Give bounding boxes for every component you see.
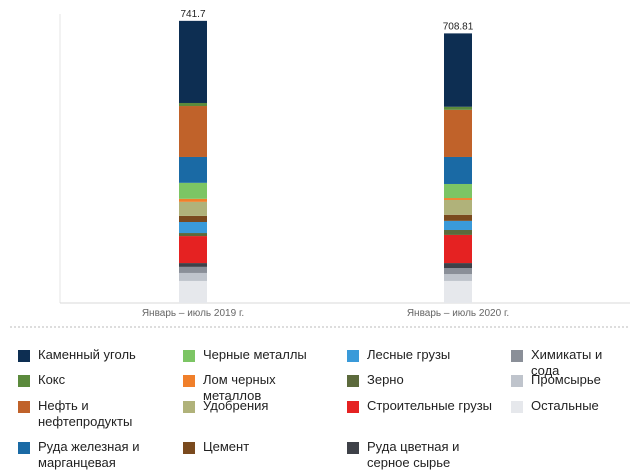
legend-item: Строительные грузы <box>329 396 493 437</box>
bar-segment <box>444 214 472 221</box>
legend-swatch <box>511 350 523 362</box>
legend-swatch <box>183 375 195 387</box>
legend-item: Руда цветная и серное сырье <box>329 437 493 470</box>
legend-label: Руда железная и марганцевая <box>38 439 140 470</box>
bar-segment <box>444 199 472 215</box>
bar-segment <box>444 268 472 275</box>
bar-segment <box>179 272 207 281</box>
legend-label: Нефть и нефтепродукты <box>38 398 133 429</box>
bar-segment <box>179 182 207 199</box>
legend-swatch <box>183 401 195 413</box>
legend-label: Каменный уголь <box>38 347 136 362</box>
bar-segment <box>444 229 472 235</box>
legend-item: Нефть и нефтепродукты <box>0 396 165 437</box>
chart: 741.7 Январь – июль 2019 г. 708.81 Январь –… <box>10 9 630 328</box>
legend-label: Цемент <box>203 439 250 454</box>
bar-segment <box>179 201 207 216</box>
legend-swatch <box>183 350 195 362</box>
bar-segment <box>444 280 472 303</box>
legend-label: Остальные <box>531 398 599 413</box>
legend-swatch <box>511 401 523 413</box>
legend-swatch <box>183 442 195 454</box>
legend-swatch <box>18 350 30 362</box>
legend-item: Каменный уголь <box>0 345 165 370</box>
legend-item: Руда железная и марганцевая <box>0 437 165 470</box>
bar-segment <box>179 156 207 183</box>
legend-swatch <box>347 401 359 413</box>
bar-segment <box>179 215 207 223</box>
bar-segment <box>179 20 207 103</box>
legend-item: Химикаты и сода <box>493 345 630 378</box>
bar-segment <box>444 156 472 184</box>
bar-segment <box>179 280 207 303</box>
legend-item: Лом черных металлов <box>165 370 329 403</box>
bar-segment <box>444 109 472 157</box>
legend-item: Зерно <box>329 370 493 396</box>
bar-segment <box>179 102 207 107</box>
total-label: 708.81 <box>443 21 474 32</box>
legend-item: Удобрения <box>165 396 329 437</box>
bar-segment <box>179 233 207 237</box>
legend-label: Химикаты и сода <box>531 347 603 378</box>
x-tick-label: Январь – июль 2020 г. <box>407 308 509 319</box>
legend-label: Черные металлы <box>203 347 307 362</box>
legend-label: Лесные грузы <box>367 347 451 362</box>
legend-label: Зерно <box>367 372 404 387</box>
bar-segment <box>444 183 472 199</box>
legend-swatch <box>347 442 359 454</box>
bar-segment <box>179 198 207 202</box>
legend-label: Кокс <box>38 372 66 387</box>
legend-item: Цемент <box>165 437 329 470</box>
legend-label: Промсырье <box>531 372 601 387</box>
legend-label: Строительные грузы <box>367 398 493 413</box>
bar-segment <box>179 222 207 234</box>
bar-segment <box>444 198 472 200</box>
legend-swatch <box>18 375 30 387</box>
bar-segment <box>179 236 207 264</box>
bar-segment <box>444 33 472 107</box>
legend-swatch <box>511 375 523 387</box>
legend-item: Черные металлы <box>165 345 329 370</box>
bar-segment <box>179 263 207 267</box>
legend: Каменный уголь Кокс Нефть и нефтепродукты Р… <box>0 345 630 470</box>
legend-item: Остальные <box>493 396 630 437</box>
legend-swatch <box>347 350 359 362</box>
x-tick-label: Январь – июль 2019 г. <box>142 308 244 319</box>
bar-segment <box>444 106 472 110</box>
bar-segment <box>179 266 207 273</box>
legend-item: Промсырье <box>493 370 630 396</box>
legend-label: Удобрения <box>203 398 269 413</box>
legend-item: Лесные грузы <box>329 345 493 370</box>
bar-segment <box>179 106 207 157</box>
legend-label: Руда цветная и серное сырье <box>367 439 460 470</box>
bar-segment <box>444 220 472 230</box>
legend-swatch <box>18 401 30 413</box>
bar-segment <box>444 234 472 264</box>
bar-segment <box>444 274 472 281</box>
legend-swatch <box>18 442 30 454</box>
legend-swatch <box>347 375 359 387</box>
legend-item: Кокс <box>0 370 165 396</box>
legend-label: Лом черных металлов <box>203 372 276 403</box>
total-label: 741.7 <box>180 9 205 20</box>
bar-segment <box>444 263 472 269</box>
